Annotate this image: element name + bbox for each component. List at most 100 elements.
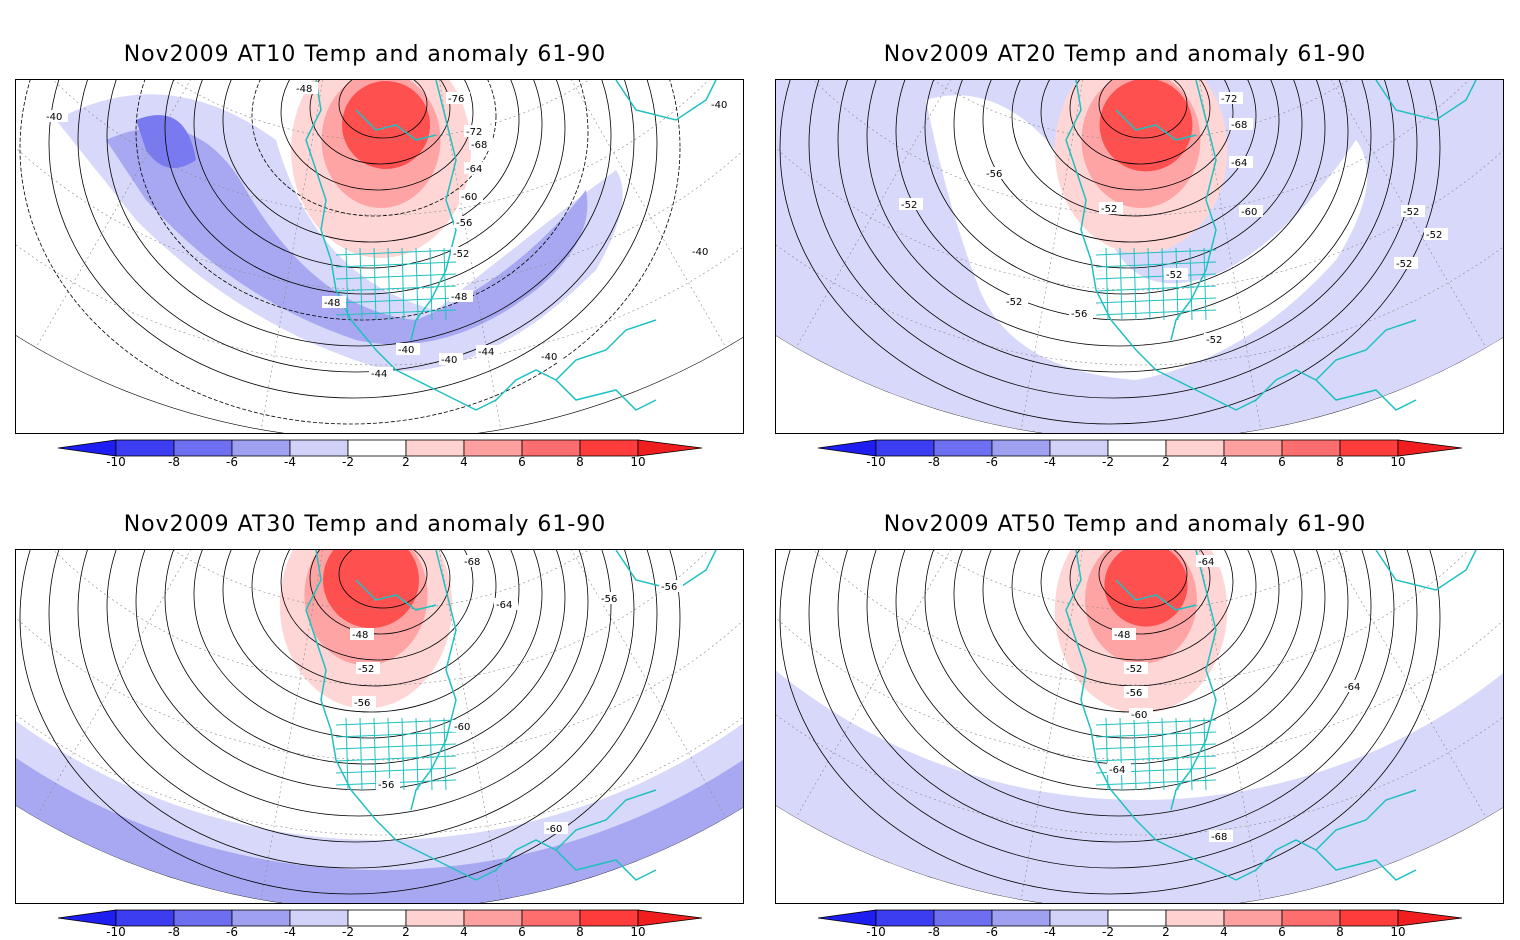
state-boundary [1095,779,1217,786]
coastline-south-america [555,379,657,411]
contour-label: -64 [1231,158,1247,169]
state-boundary [1119,247,1123,321]
colorbar-extend-low [58,909,117,927]
colorbar-segment [1165,909,1225,927]
contour-label: -40 [398,345,414,356]
latitude-gridline [53,80,709,216]
colorbar-graphic [58,439,702,457]
contour-label-bg [1229,156,1253,168]
contour-label-bg [356,662,380,674]
contour-label-bg [446,92,470,104]
temperature-map: -68 -56 -64 -56 -48 -52 -56 -60 -56 -60 [16,550,743,903]
state-boundary [1189,247,1193,321]
panel-at20: Nov2009 AT20 Temp and anomaly 61-90 -52-… [760,0,1504,470]
colorbar-tick-label: -8 [928,455,940,469]
longitude-gridline [795,80,951,348]
colorbar-segment [173,439,233,457]
state-boundary [1095,261,1217,268]
state-boundary [1095,285,1217,292]
colorbar-extend-high [637,439,702,457]
contour-label-bg [350,628,374,640]
state-boundary [443,247,447,321]
colorbar-segment [875,909,935,927]
colorbar-tick-label: -4 [1044,925,1056,939]
temperature-contour [251,80,497,217]
contour-label-bg [44,110,68,122]
state-boundary [335,249,457,256]
state-boundary [1095,249,1217,256]
colorbar-extend-high [637,909,702,927]
temperature-contour [866,80,1372,347]
state-boundary [335,273,457,280]
state-boundary [1095,755,1217,762]
state-boundary [429,247,433,321]
state-boundary [345,247,349,321]
temperature-contour [309,550,451,635]
longitude-gridline [571,80,727,348]
temperature-contour [779,80,1441,425]
colorbar-tick-label: 10 [1390,925,1406,939]
state-boundary [1175,717,1179,791]
colorbar-tick-label: 2 [1162,455,1170,469]
latitude-gridline [813,80,1469,216]
colorbar-segment [231,439,291,457]
state-boundary [1189,717,1193,791]
temperature-contour [280,80,474,191]
colorbar-segment [1281,439,1341,457]
colorbar-segment [875,439,935,457]
colorbar-tick-label: 2 [402,455,410,469]
colorbar-segment [115,909,175,927]
colorbar-segment [521,439,581,457]
colorbar-segment [991,909,1051,927]
temperature-contour [953,80,1303,269]
state-boundary [1175,247,1179,321]
temperature-contour [251,550,497,687]
contour-label: -64 [466,164,482,175]
coastline-south-america [1315,379,1417,411]
contour-label-bg [454,216,478,228]
contour-label-bg [1401,205,1425,217]
colorbar-segment [115,439,175,457]
longitude-gridline [1331,550,1487,818]
colorbar-tick-label: 6 [1278,455,1286,469]
colorbar-segment [579,909,639,927]
latitude-gridline [16,714,743,836]
contour-label-bg [352,696,376,708]
contour-label: -56 [354,698,370,709]
colorbar-segment [463,909,523,927]
contour-label: -40 [441,355,457,366]
temperature-contour [164,550,566,765]
contour-label-bg [449,290,473,302]
map-frame: -52 -72 -68 -64 -56 -52 -52 -60 -52 -52 -56 -52 -52 -… [775,79,1504,434]
contour-label-bg [1107,763,1131,775]
colorbar-tick-label: -8 [168,455,180,469]
contour-label: -68 [464,557,480,568]
colorbar-tick-label: -2 [1102,925,1114,939]
temperature-contour [106,550,612,817]
longitude-gridline [1331,80,1487,348]
temperature-contour [77,80,635,373]
state-boundary [1203,247,1207,321]
contour-label: -56 [661,582,677,593]
contour-label: -52 [1126,664,1142,675]
contour-label-bg [396,343,420,355]
state-boundary [373,717,377,791]
contour-label: -60 [454,722,470,733]
state-boundary [1095,743,1217,750]
temperature-contour [1069,80,1211,165]
colorbar-segment [1223,909,1283,927]
longitude-gridline [35,80,191,348]
colorbar-segment [1049,909,1109,927]
contour-label: -40 [46,112,62,123]
state-boundary [335,285,457,292]
state-boundary [1161,717,1165,791]
state-boundary [1105,717,1109,791]
contour-label: -52 [1006,297,1022,308]
temperature-contour [1040,550,1234,661]
latitude-gridline [53,550,709,686]
colorbar: -10 -8 -6 -4 -2 2 4 6 8 10 [58,908,702,940]
colorbar-tick-label: 6 [518,455,526,469]
contour-label: -60 [546,824,562,835]
state-boundary [335,309,457,316]
state-boundary [1095,719,1217,726]
